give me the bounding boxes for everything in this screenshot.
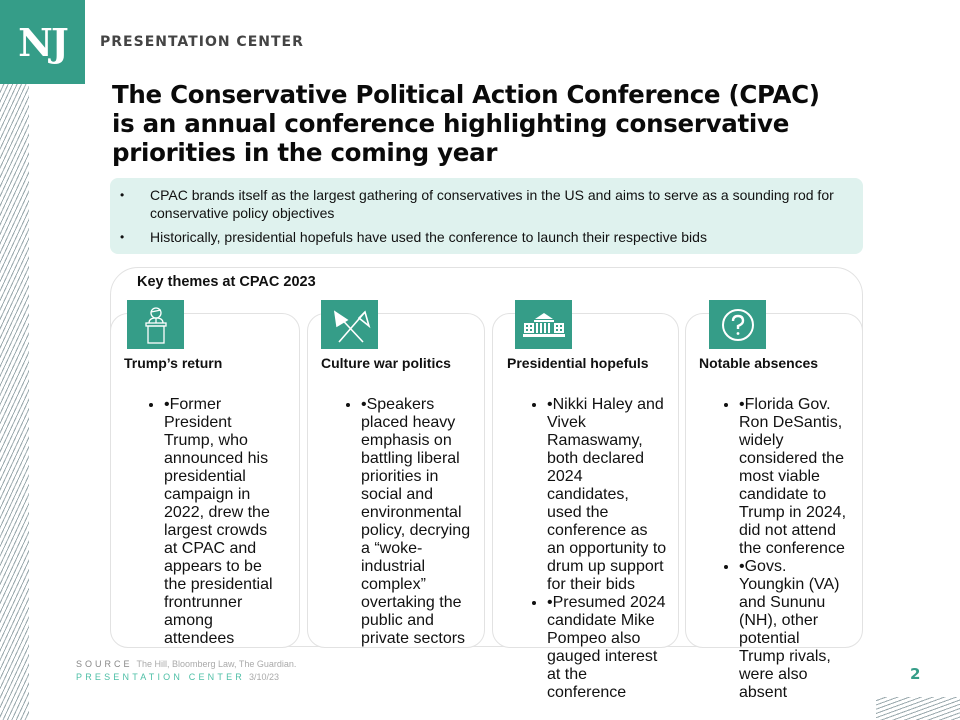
card-bullets: •Speakers placed heavy emphasis on battl… bbox=[321, 380, 471, 664]
card-bullet: •Presumed 2024 candidate Mike Pompeo als… bbox=[547, 594, 667, 702]
intro-callout: • CPAC brands itself as the largest gathe… bbox=[110, 178, 863, 254]
decorative-hatch-bottom-right bbox=[876, 697, 960, 720]
footer-brand: PRESENTATION CENTER bbox=[76, 672, 245, 682]
bullet-icon: • bbox=[739, 558, 745, 575]
bullet-icon: • bbox=[547, 396, 553, 413]
card-bullet: •Florida Gov. Ron DeSantis, widely consi… bbox=[739, 396, 849, 558]
bullet-icon: • bbox=[361, 396, 367, 413]
footer-date: 3/10/23 bbox=[248, 672, 280, 682]
callout-bullet: • CPAC brands itself as the largest gathe… bbox=[120, 187, 834, 221]
theme-card-presidential-hopefuls bbox=[492, 313, 679, 648]
bullet-icon: • bbox=[739, 396, 745, 413]
theme-card-trumps-return bbox=[110, 313, 300, 648]
bullet-icon: • bbox=[120, 188, 125, 202]
card-bullet: •Govs. Youngkin (VA) and Sununu (NH), ot… bbox=[739, 558, 849, 702]
theme-card-notable-absences bbox=[685, 313, 863, 648]
decorative-hatch-left bbox=[0, 84, 29, 720]
card-bullet: •Former President Trump, who announced h… bbox=[164, 396, 284, 648]
card-bullets: •Florida Gov. Ron DeSantis, widely consi… bbox=[699, 380, 849, 718]
podium-speaker-icon bbox=[127, 300, 184, 349]
theme-card-culture-war bbox=[307, 313, 485, 648]
bullet-icon: • bbox=[164, 396, 170, 413]
card-bullets: •Nikki Haley and Vivek Ramaswamy, both d… bbox=[507, 380, 667, 718]
card-title: Presidential hopefuls bbox=[507, 355, 649, 371]
bullet-icon: • bbox=[547, 594, 553, 611]
card-bullet: •Nikki Haley and Vivek Ramaswamy, both d… bbox=[547, 396, 667, 594]
footer-line: PRESENTATION CENTER 3/10/23 bbox=[76, 672, 279, 682]
logo-text: NJ bbox=[18, 19, 69, 65]
capitol-building-icon bbox=[515, 300, 572, 349]
question-mark-icon bbox=[709, 300, 766, 349]
key-themes-label: Key themes at CPAC 2023 bbox=[137, 274, 316, 290]
brand-name: PRESENTATION CENTER bbox=[100, 34, 304, 50]
source-text: The Hill, Bloomberg Law, The Guardian. bbox=[136, 659, 297, 669]
source-line: SOURCE The Hill, Bloomberg Law, The Guard… bbox=[76, 659, 296, 669]
callout-bullet: • Historically, presidential hopefuls hav… bbox=[120, 229, 707, 245]
bullet-icon: • bbox=[120, 230, 125, 244]
page-number: 2 bbox=[910, 665, 921, 683]
card-title: Notable absences bbox=[699, 355, 819, 371]
nj-logo: NJ bbox=[0, 0, 85, 84]
source-label: SOURCE bbox=[76, 659, 133, 669]
card-bullets: •Former President Trump, who announced h… bbox=[124, 380, 284, 664]
crossed-flags-icon bbox=[321, 300, 378, 349]
page-title: The Conservative Political Action Confer… bbox=[112, 80, 820, 167]
card-bullet: •Speakers placed heavy emphasis on battl… bbox=[361, 396, 471, 648]
card-title: Trump’s return bbox=[124, 355, 223, 371]
card-title: Culture war politics bbox=[321, 355, 451, 371]
